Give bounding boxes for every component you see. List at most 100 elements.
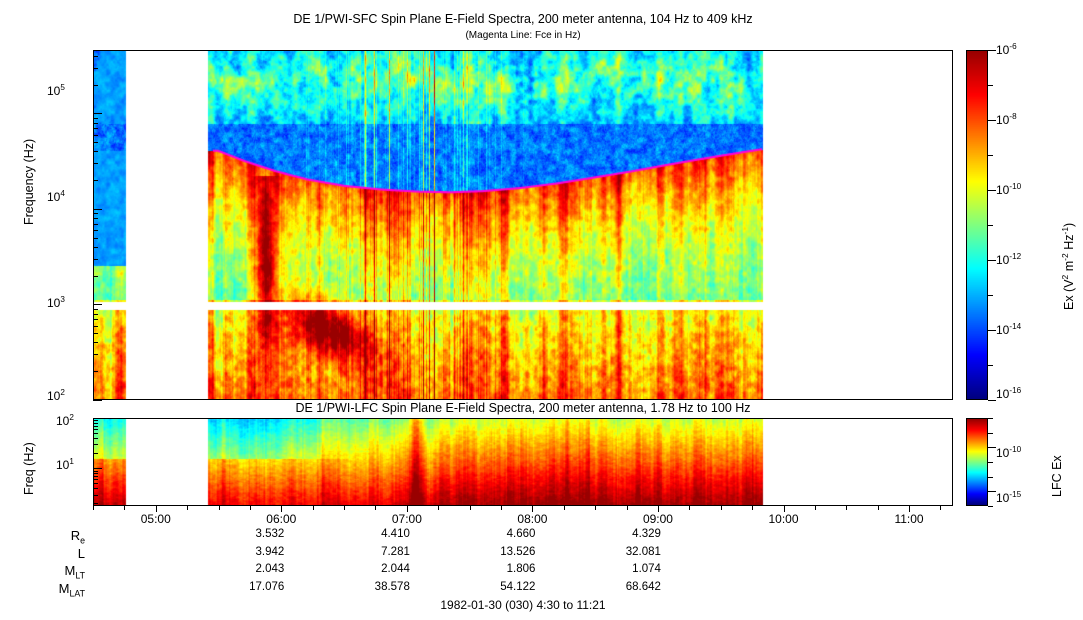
time-tick-mark [627,506,628,510]
main-y-tick-mark [93,218,98,220]
ephemeris-value: 68.642 [625,580,661,593]
colorbar-tick-1e-8: 10-8 [996,112,1017,127]
main-y-tick-mark [93,209,102,211]
time-tick-mark [689,506,690,510]
ephemeris-row-label: MLT [64,563,86,581]
main-y-tick-mark [93,151,98,153]
time-tick-mark [93,506,94,510]
lfc-colorbar-tick-mark [988,418,993,420]
lfc-y-tick-mark [93,503,98,505]
time-tick-mark [752,506,753,510]
ephemeris-value: 38.578 [374,580,410,593]
ephemeris-value: 32.081 [625,545,661,558]
main-y-tick-mark [93,354,98,356]
main-y-tick-mark [93,118,98,120]
time-tick-mark [784,506,785,512]
colorbar-tick-mark [988,190,996,192]
time-tick-label: 05:00 [140,512,171,526]
time-tick-mark [878,506,879,510]
time-tick-mark [187,506,188,510]
time-tick-mark [940,506,941,510]
ephemeris-value: 3.532 [255,528,285,540]
main-spectrogram-canvas[interactable] [94,51,952,399]
main-y-tick-mark [93,326,98,328]
main-y-tick-mark [93,247,98,249]
ephemeris-value: 1.806 [506,563,536,575]
colorbar-tick-mark [988,330,996,332]
footer-date-range: 1982-01-30 (030) 4:30 to 11:21 [440,598,606,612]
main-y-tick-mark [93,319,98,321]
colorbar-tick-mark [988,155,993,157]
lfc-y-tick-mark [93,433,98,435]
lfc-y-tick-mark [93,453,98,455]
time-tick-label: 06:00 [266,512,297,526]
time-tick-mark [344,506,345,510]
ephemeris-value: 2.044 [381,563,410,575]
main-y-tick-mark [93,142,98,144]
time-tick-label: 07:00 [391,512,422,526]
time-tick-label: 11:00 [894,512,924,526]
colorbar-tick-mark [988,85,993,87]
time-tick-mark [501,506,502,510]
lfc-y-tick-mark [93,438,98,440]
lfc-spectrogram-panel[interactable] [93,418,953,506]
lfc-y-tick-mark [93,444,98,446]
ephemeris-value: 1.074 [632,563,661,575]
time-tick-mark [313,506,314,510]
main-spectrogram-panel[interactable] [93,50,953,400]
lfc-y-tick-mark [93,418,102,420]
colorbar-tick-1e-12: 10-12 [996,252,1022,267]
time-tick-mark [595,506,596,510]
time-tick-mark [250,506,251,510]
lfc-spectrogram-canvas[interactable] [94,419,952,505]
lfc-y-tick-mark [93,468,102,470]
main-y-tick-mark [93,304,102,306]
main-panel-subtitle: (Magenta Line: Fce in Hz) [465,30,581,41]
lfc-y-tick-mark [93,479,98,481]
ephemeris-value: 4.329 [632,528,661,540]
colorbar-tick-1e-10: 10-10 [996,182,1022,197]
main-y-tick-mark [93,342,98,344]
time-tick-mark [721,506,722,510]
lfc-y-axis-label: Freq (Hz) [22,442,36,495]
colorbar-tick-1e-16: 10-16 [996,386,1022,401]
ephemeris-value: 7.281 [381,545,410,558]
main-ytick-1e3: 103 [47,295,65,310]
main-y-axis-label: Frequency (Hz) [22,138,36,225]
main-colorbar-label: Ex (V2 m-2 Hz-1) [1059,222,1076,310]
lfc-ytick-1e1: 101 [56,457,74,472]
colorbar-tick-mark [988,295,993,297]
lfc-y-tick-mark [93,473,98,475]
lfc-colorbar-tick-mark [988,477,993,479]
main-colorbar [966,50,988,400]
lfc-colorbar-label: LFC Ex [1050,455,1064,497]
main-y-tick-mark [93,113,102,115]
main-y-tick-mark [93,85,98,87]
ephemeris-value: 17.076 [249,580,285,593]
colorbar-tick-mark [988,260,996,262]
main-ytick-1e4: 104 [47,189,65,204]
ephemeris-value: 4.410 [381,528,410,540]
main-y-tick-mark [93,135,98,137]
main-y-tick-mark [93,259,98,261]
time-tick-label: 10:00 [768,512,799,526]
main-y-tick-mark [93,224,98,226]
lfc-y-tick-mark [93,429,98,431]
main-y-tick-mark [93,400,102,402]
ephemeris-value: 2.043 [255,563,285,575]
colorbar-tick-mark [988,400,996,402]
lfc-y-tick-mark [93,471,98,473]
main-y-tick-mark [93,213,98,215]
colorbar-tick-mark [988,225,993,227]
time-tick-mark [156,506,157,512]
time-tick-mark [532,506,533,512]
time-tick-mark [470,506,471,510]
time-tick-mark [124,506,125,510]
ephemeris-value: 13.526 [500,545,536,558]
time-tick-mark [815,506,816,510]
time-tick-label: 09:00 [642,512,673,526]
time-tick-mark [219,506,220,510]
lower-panel-title: DE 1/PWI-LFC Spin Plane E-Field Spectra,… [295,401,751,415]
ephemeris-row-label: MLAT [58,580,85,599]
